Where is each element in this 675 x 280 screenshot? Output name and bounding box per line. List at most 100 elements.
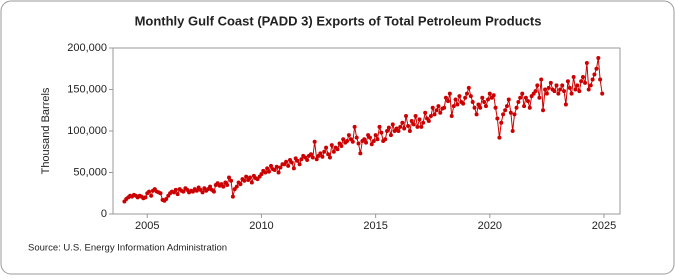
data-point xyxy=(259,172,264,177)
y-tick-label: 100,000 xyxy=(67,125,107,137)
data-point xyxy=(442,105,447,110)
data-point xyxy=(501,112,506,117)
data-point xyxy=(276,170,281,175)
x-tick-label: 2025 xyxy=(592,220,616,232)
data-point xyxy=(436,104,441,109)
data-point xyxy=(194,188,199,193)
data-point xyxy=(208,184,213,189)
data-point xyxy=(318,151,323,156)
data-point xyxy=(305,158,310,163)
data-point xyxy=(398,124,403,129)
data-point xyxy=(581,75,586,80)
data-point xyxy=(522,104,527,109)
data-point xyxy=(404,114,409,119)
x-tick-label: 2005 xyxy=(135,220,159,232)
data-point xyxy=(474,112,479,117)
data-point xyxy=(329,143,334,148)
data-point xyxy=(548,80,553,85)
data-point xyxy=(369,142,374,147)
data-point xyxy=(426,119,431,124)
data-point xyxy=(508,110,513,115)
data-point xyxy=(409,119,414,124)
data-point xyxy=(181,189,186,194)
data-point xyxy=(406,124,411,129)
data-point xyxy=(455,102,460,107)
data-point xyxy=(457,94,462,99)
data-point xyxy=(537,95,542,100)
data-point xyxy=(510,129,515,133)
data-point xyxy=(322,149,327,154)
data-point xyxy=(335,147,340,152)
data-point xyxy=(482,99,487,104)
data-point xyxy=(417,117,422,122)
data-point xyxy=(388,133,393,138)
data-point xyxy=(512,112,517,117)
data-point xyxy=(516,99,521,104)
data-point xyxy=(567,85,572,90)
data-point xyxy=(468,94,473,99)
data-point xyxy=(518,95,523,100)
data-point xyxy=(286,163,291,168)
data-point xyxy=(272,168,277,173)
data-point xyxy=(495,116,500,121)
data-point xyxy=(324,145,329,150)
data-point xyxy=(571,75,576,80)
data-point xyxy=(449,114,454,119)
data-point xyxy=(164,197,169,202)
data-point xyxy=(314,157,319,162)
data-point xyxy=(225,182,230,187)
data-point xyxy=(527,105,532,110)
data-point xyxy=(383,137,388,142)
data-point xyxy=(554,83,559,88)
data-point xyxy=(402,126,407,131)
chart-title: Monthly Gulf Coast (PADD 3) Exports of T… xyxy=(135,13,542,28)
data-point xyxy=(274,164,279,169)
data-point xyxy=(386,125,391,130)
data-point xyxy=(438,110,443,115)
data-point xyxy=(375,137,380,142)
data-point xyxy=(539,77,544,82)
data-point xyxy=(346,133,351,138)
data-point xyxy=(248,175,253,180)
data-point xyxy=(356,141,361,146)
data-point xyxy=(463,95,468,100)
data-point xyxy=(543,87,548,92)
data-point xyxy=(200,190,205,195)
data-point xyxy=(230,194,235,199)
data-point xyxy=(310,155,315,160)
data-point xyxy=(480,95,485,100)
data-point xyxy=(362,137,367,142)
data-point xyxy=(227,175,232,180)
data-point xyxy=(577,89,582,94)
data-point xyxy=(421,120,426,125)
data-point xyxy=(588,83,593,88)
data-point xyxy=(598,77,603,82)
data-point xyxy=(556,91,561,96)
data-point xyxy=(221,184,226,189)
data-point xyxy=(466,85,471,90)
data-point xyxy=(367,135,372,140)
data-point xyxy=(390,122,395,127)
data-point xyxy=(464,91,469,96)
data-point xyxy=(419,124,424,129)
data-point xyxy=(249,180,254,185)
data-point xyxy=(385,129,390,133)
data-point xyxy=(326,152,331,157)
data-point xyxy=(373,133,378,138)
data-point xyxy=(470,99,475,104)
y-tick-label: 50,000 xyxy=(73,166,107,178)
data-point xyxy=(514,105,519,110)
data-point xyxy=(266,169,271,174)
data-point xyxy=(499,120,504,125)
data-point xyxy=(238,182,243,187)
data-point xyxy=(297,162,302,167)
data-point xyxy=(265,166,270,171)
data-point xyxy=(573,87,578,92)
data-point xyxy=(229,178,234,183)
data-point xyxy=(278,165,283,170)
data-point xyxy=(584,60,589,65)
data-point xyxy=(600,91,605,96)
data-point xyxy=(596,55,601,60)
data-point xyxy=(358,151,363,156)
